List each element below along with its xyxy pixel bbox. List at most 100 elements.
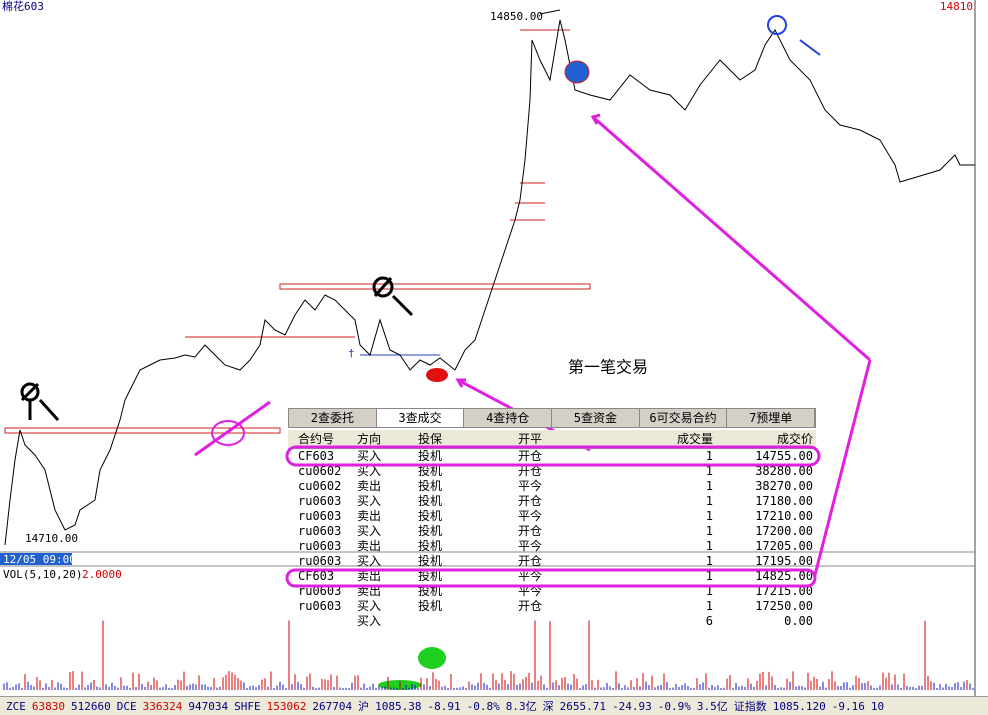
cell: 买入 [357, 494, 382, 508]
status-item: 10 [870, 700, 885, 713]
table-row[interactable]: ru0603 买入 投机 开仓 1 17250.00 [288, 599, 816, 614]
tab[interactable]: 6可交易合约 [640, 409, 728, 427]
status-item: DCE [116, 700, 137, 713]
status-item: 63830 [31, 700, 65, 713]
cell: CF603 [298, 449, 335, 463]
price-line [4, 19, 975, 546]
table-row[interactable]: ru0603 买入 投机 开仓 1 17200.00 [288, 524, 816, 539]
cell: 买入 [357, 614, 382, 628]
tab[interactable]: 2查委托 [289, 409, 377, 427]
table-row[interactable]: CF603 买入 投机 开仓 1 14755.00 [288, 449, 816, 464]
cell: 38270.00 [755, 479, 813, 493]
status-item: 深 [542, 700, 554, 713]
table-row[interactable]: cu0602 卖出 投机 平今 1 38270.00 [288, 479, 816, 494]
status-item: SHFE [234, 700, 261, 713]
cell: 平今 [518, 509, 543, 523]
cell: 1 [705, 479, 713, 493]
cell: 17210.00 [755, 509, 813, 523]
cell: 开仓 [518, 554, 543, 568]
cell: 卖出 [357, 479, 382, 493]
column-header: 投保 [418, 432, 443, 446]
low-label: 14710.00 [25, 532, 78, 545]
cell: 买入 [357, 449, 382, 463]
cell: cu0602 [298, 479, 342, 493]
cell: 开仓 [518, 464, 543, 478]
status-item: 947034 [188, 700, 229, 713]
status-item: 1085.38 [375, 700, 422, 713]
status-item: 3.5亿 [696, 700, 728, 713]
cell: 卖出 [357, 584, 382, 598]
cell: 1 [705, 524, 713, 538]
marker [211, 420, 245, 446]
table-row[interactable]: ru0603 卖出 投机 平今 1 17215.00 [288, 584, 816, 599]
table-row[interactable]: CF603 卖出 投机 平今 1 14825.00 [288, 569, 816, 584]
tab[interactable]: 4查持仓 [464, 409, 553, 427]
cell: 投机 [418, 449, 443, 463]
table-row[interactable]: ru0603 卖出 投机 平今 1 17205.00 [288, 539, 816, 554]
table-row[interactable]: ru0603 买入 投机 开仓 1 17180.00 [288, 494, 816, 509]
cell: ru0603 [298, 584, 342, 598]
status-item: -0.8% [466, 700, 500, 713]
marker [564, 60, 590, 84]
tab[interactable]: 5查资金 [552, 409, 640, 427]
cell: 1 [705, 539, 713, 553]
status-item: 2655.71 [559, 700, 606, 713]
cell: 17215.00 [755, 584, 813, 598]
table-row[interactable]: ru0603 卖出 投机 平今 1 17210.00 [288, 509, 816, 524]
cell: 1 [705, 449, 713, 463]
table-row[interactable]: 买入 6 0.00 [288, 614, 816, 629]
cell: 平今 [518, 479, 543, 493]
cross-mark: † [348, 347, 355, 360]
cell: 开仓 [518, 494, 543, 508]
cell: 投机 [418, 554, 443, 568]
cell: CF603 [298, 569, 335, 583]
cell: 1 [705, 569, 713, 583]
cell: 6 [705, 614, 713, 628]
status-item: 1085.120 [772, 700, 826, 713]
cell: 买入 [357, 524, 382, 538]
cell: 平今 [518, 569, 543, 583]
status-item: 512660 [71, 700, 111, 713]
table-header: 合约号 方向 投保 开平 成交量 成交价 [288, 430, 816, 449]
annotation-arrow [799, 39, 821, 56]
price-chart: † 棉花603 14810 14850.00 14710.00 12/05 09… [0, 0, 976, 696]
level-box [279, 283, 591, 290]
sell-signs [20, 276, 414, 422]
cell: 投机 [418, 584, 443, 598]
level-box [4, 427, 281, 434]
table-row[interactable]: cu0602 买入 投机 开仓 1 38280.00 [288, 464, 816, 479]
tab[interactable]: 3查成交 [376, 409, 465, 427]
cell: 1 [705, 599, 713, 613]
tab[interactable]: 7预埋单 [727, 409, 816, 427]
cell: 投机 [418, 494, 443, 508]
status-item: 证指数 [733, 700, 767, 713]
cell: ru0603 [298, 494, 342, 508]
vol-value: 2.0000 [82, 568, 122, 581]
time-label: 12/05 09:00 [3, 553, 76, 566]
cell: 1 [705, 509, 713, 523]
cell: 投机 [418, 569, 443, 583]
status-item: 8.3亿 [505, 700, 537, 713]
cell: 平今 [518, 539, 543, 553]
cell: 卖出 [357, 569, 382, 583]
column-header: 合约号 [298, 432, 335, 446]
time-box [0, 553, 72, 565]
cell: 投机 [418, 539, 443, 553]
cell: 17250.00 [755, 599, 813, 613]
cell: 17205.00 [755, 539, 813, 553]
high-pointer [539, 9, 561, 15]
trade-table: 2查委托 3查成交 4查持仓 5查资金 6可交易合约 7预埋单 合约号 方向 投保 开平 成交量 成… [288, 408, 816, 629]
cell: 卖出 [357, 539, 382, 553]
status-item: 沪 [358, 700, 370, 713]
status-item: -24.93 [611, 700, 652, 713]
cell: 买入 [357, 599, 382, 613]
status-item: -0.9% [657, 700, 691, 713]
cell: 买入 [357, 554, 382, 568]
column-header: 方向 [357, 432, 382, 446]
cell: 1 [705, 494, 713, 508]
cell: 开仓 [518, 524, 543, 538]
table-row[interactable]: ru0603 买入 投机 开仓 1 17195.00 [288, 554, 816, 569]
cell: 14755.00 [755, 449, 813, 463]
status-item: -9.16 [831, 700, 865, 713]
cell: 1 [705, 464, 713, 478]
